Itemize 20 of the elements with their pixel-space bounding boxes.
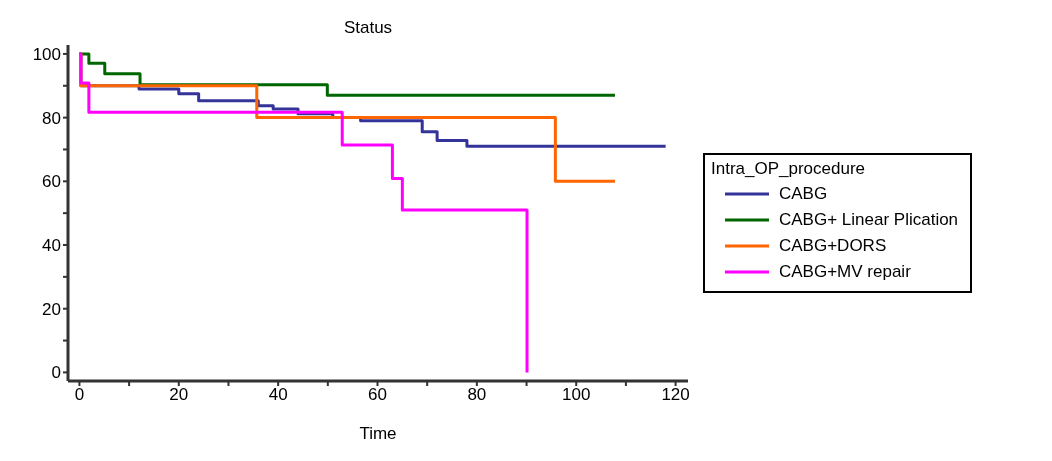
x-tick-label: 120 [661, 385, 690, 405]
y-tick-label: 80 [42, 108, 61, 128]
legend-title: Intra_OP_procedure [711, 159, 867, 179]
x-tick-label: 60 [368, 385, 387, 405]
y-tick-label: 60 [42, 172, 61, 192]
y-tick-label: 0 [51, 363, 61, 383]
legend-label: CABG+MV repair [779, 262, 911, 282]
x-tick-label: 100 [562, 385, 591, 405]
x-tick-label: 80 [467, 385, 487, 405]
y-tick-label: 20 [42, 299, 61, 319]
legend-label: CABG+DORS [779, 236, 887, 256]
x-tick-label: 20 [169, 385, 189, 405]
y-tick-label: 40 [42, 236, 61, 256]
legend-label: CABG [779, 184, 828, 204]
x-axis-title: Time [359, 424, 397, 443]
y-tick-label: 100 [32, 44, 61, 64]
legend-label: CABG+ Linear Plication [779, 210, 959, 230]
x-tick-label: 0 [74, 385, 85, 405]
x-tick-label: 40 [268, 385, 288, 405]
chart-title: Status [342, 18, 394, 38]
